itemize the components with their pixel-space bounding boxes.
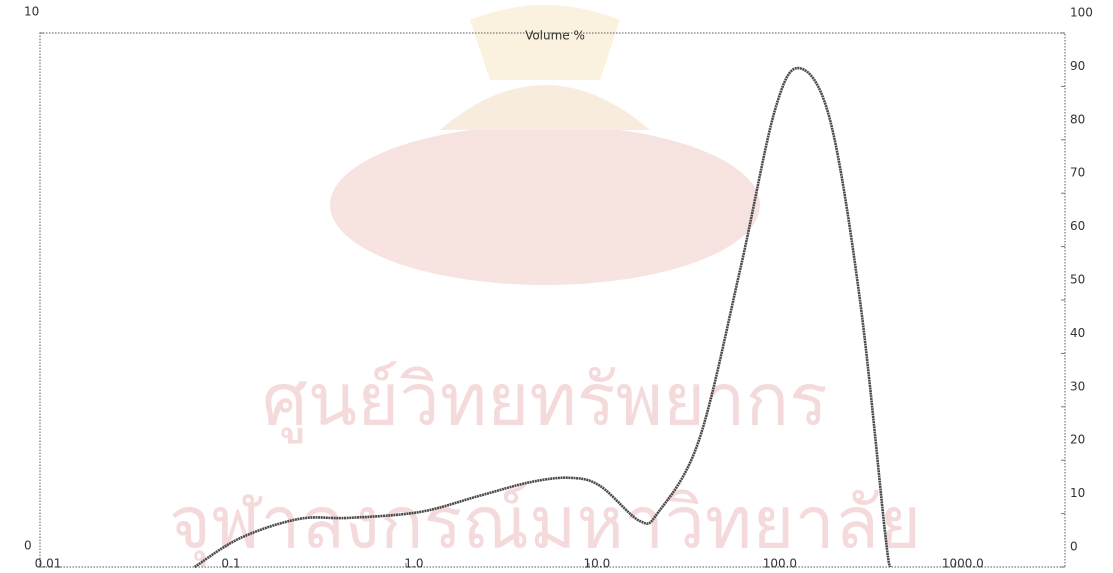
y2-tick-label: 20 — [1070, 433, 1085, 447]
chart-title: Volume % — [525, 29, 585, 43]
y2-tick-label: 10 — [1070, 486, 1085, 500]
emblem — [330, 5, 760, 285]
y2-tick-label: 80 — [1070, 112, 1085, 126]
x-tick-label: 1000.0 — [942, 557, 984, 571]
x-tick-label: 10.0 — [584, 557, 611, 571]
y2-tick-label: 0 — [1070, 540, 1078, 554]
y2-tick-label: 50 — [1070, 273, 1085, 287]
y2-tick-label: 40 — [1070, 326, 1085, 340]
y-tick-label: 10 — [24, 5, 39, 19]
x-tick-label: 1.0 — [404, 557, 423, 571]
y2-tick-label: 30 — [1070, 379, 1085, 393]
y-tick-label: 0 — [24, 539, 32, 553]
y2-tick-label: 70 — [1070, 166, 1085, 180]
x-tick-label: 100.0 — [763, 557, 797, 571]
y2-tick-label: 60 — [1070, 219, 1085, 233]
y2-tick-label: 90 — [1070, 59, 1085, 73]
series-line — [193, 66, 892, 569]
plot-frame — [39, 32, 1066, 568]
watermark: จุฬาลงกรณ์มหาวิทยาลัย — [169, 481, 921, 567]
x-tick-label: 0.01 — [35, 557, 62, 571]
watermark: ศูนย์วิทยทรัพยากร — [262, 358, 828, 444]
x-tick-label: 0.1 — [221, 557, 240, 571]
y2-tick-label: 100 — [1070, 6, 1093, 20]
